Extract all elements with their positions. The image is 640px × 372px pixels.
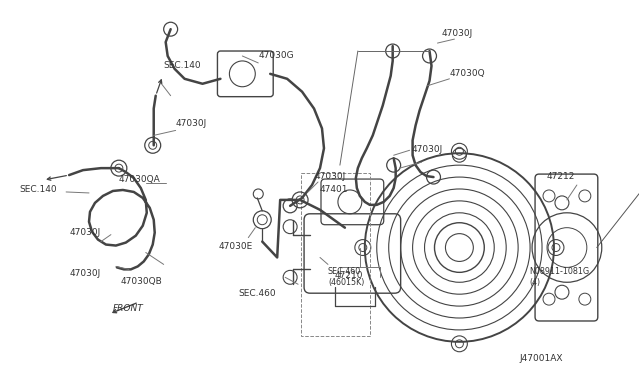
Text: FRONT: FRONT [113,304,143,313]
Text: 47030J: 47030J [175,119,207,128]
Text: 47030J: 47030J [69,228,100,237]
Text: 47030G: 47030G [259,51,294,60]
Text: 47210: 47210 [335,271,364,280]
Text: 47030Q: 47030Q [449,69,485,78]
Text: SEC.460
(46015K): SEC.460 (46015K) [328,267,364,287]
Text: J47001AX: J47001AX [519,354,563,363]
Text: SEC.140: SEC.140 [19,185,57,194]
Text: 47030QA: 47030QA [119,175,161,184]
Text: 47030E: 47030E [218,241,253,251]
Text: SEC.140: SEC.140 [164,61,202,70]
Text: SEC.460: SEC.460 [238,289,276,298]
Text: 47030J: 47030J [315,172,346,181]
Text: N08911-1081G
(4): N08911-1081G (4) [529,267,589,287]
Text: 47030QB: 47030QB [121,277,163,286]
Text: 47030J: 47030J [69,269,100,278]
Text: 47212: 47212 [547,172,575,181]
Text: 47401: 47401 [320,185,349,194]
Text: 47030J: 47030J [442,29,473,38]
Text: 47030J: 47030J [412,145,443,154]
